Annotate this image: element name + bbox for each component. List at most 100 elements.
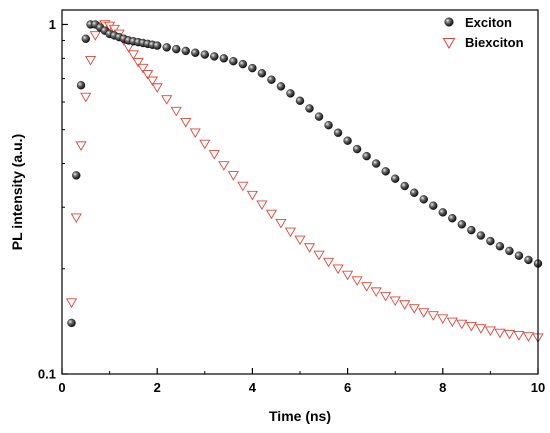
- biexciton-point: [127, 50, 139, 60]
- exciton-point: [305, 104, 314, 113]
- exciton-point: [495, 242, 505, 251]
- exciton-point: [381, 167, 390, 176]
- exciton-point: [476, 231, 486, 240]
- exciton-point: [72, 171, 81, 180]
- biexciton-point: [65, 298, 78, 308]
- biexciton-point: [161, 95, 173, 105]
- biexciton-point: [294, 235, 306, 246]
- legend-marker-biexciton: [442, 38, 456, 49]
- exciton-point: [200, 50, 209, 59]
- biexciton-point: [389, 296, 401, 307]
- exciton-point: [257, 69, 267, 78]
- biexciton-point: [70, 213, 82, 223]
- x-tick-label: 10: [531, 380, 545, 395]
- biexciton-point: [418, 308, 430, 318]
- exciton-point: [448, 214, 457, 223]
- legend: Exciton Biexciton: [442, 15, 524, 50]
- x-tick-label: 6: [344, 380, 351, 395]
- exciton-point: [238, 59, 248, 69]
- exciton-point: [286, 89, 295, 98]
- exciton-point: [162, 43, 171, 52]
- x-tick-label: 0: [58, 380, 65, 395]
- exciton-point: [81, 34, 90, 43]
- exciton-point: [400, 181, 409, 191]
- x-axis-title: Time (ns): [269, 408, 331, 424]
- biexciton-point: [361, 282, 373, 292]
- biexciton-point: [189, 128, 201, 139]
- biexciton-point: [437, 314, 449, 324]
- exciton-point: [371, 159, 381, 168]
- biexciton-point: [199, 139, 211, 150]
- biexciton-point: [513, 331, 525, 341]
- biexciton-point: [503, 329, 516, 340]
- x-tick-label: 2: [154, 380, 161, 395]
- biexciton-point: [75, 141, 87, 151]
- y-axis-title: PL intensity (a.u.): [9, 134, 25, 250]
- legend-label-biexciton: Biexciton: [465, 35, 524, 50]
- exciton-point: [67, 318, 76, 328]
- biexciton-point: [456, 319, 468, 330]
- exciton-point: [514, 251, 524, 260]
- biexciton-point: [332, 264, 344, 275]
- biexciton-point: [303, 243, 316, 253]
- biexciton-point: [108, 24, 120, 35]
- exciton-point: [248, 63, 257, 73]
- biexciton-point: [170, 106, 182, 117]
- biexciton-point: [342, 270, 354, 281]
- exciton-point: [295, 96, 305, 105]
- series-exciton: [67, 20, 543, 328]
- x-tick-label: 8: [439, 380, 446, 395]
- exciton-point: [524, 255, 533, 265]
- x-tick-label: 4: [249, 380, 257, 395]
- biexciton-point: [132, 57, 144, 68]
- data-series-layer: [65, 20, 544, 344]
- biexciton-point: [494, 328, 506, 339]
- biexciton-point: [380, 291, 392, 302]
- biexciton-point: [146, 76, 159, 87]
- exciton-point: [276, 82, 286, 91]
- biexciton-point: [427, 311, 439, 321]
- exciton-point: [210, 52, 219, 61]
- y-tick-label: 1: [49, 17, 56, 32]
- exciton-point: [457, 220, 467, 229]
- axes: 0 2 4 6 8 10 0.1 1: [38, 17, 545, 395]
- biexciton-point: [180, 118, 192, 128]
- biexciton-point: [465, 321, 477, 332]
- exciton-point: [153, 41, 162, 50]
- biexciton-point: [484, 326, 496, 337]
- exciton-point: [505, 246, 514, 256]
- biexciton-point: [399, 300, 411, 310]
- exciton-point: [172, 44, 181, 54]
- biexciton-point: [151, 83, 163, 93]
- exciton-point: [438, 208, 447, 217]
- exciton-point: [410, 188, 419, 197]
- biexciton-point: [265, 209, 278, 220]
- exciton-point: [391, 174, 400, 183]
- y-tick-label: 0.1: [38, 367, 56, 382]
- exciton-point: [419, 195, 428, 204]
- biexciton-point: [208, 150, 220, 160]
- biexciton-point: [256, 200, 268, 211]
- biexciton-point: [275, 218, 287, 229]
- biexciton-point: [142, 70, 154, 80]
- biexciton-point: [80, 92, 92, 103]
- biexciton-point: [218, 161, 230, 171]
- exciton-point: [267, 75, 276, 84]
- biexciton-point: [227, 171, 239, 181]
- exciton-point: [486, 236, 495, 246]
- biexciton-point: [446, 317, 458, 328]
- legend-label-exciton: Exciton: [465, 15, 512, 30]
- exciton-point: [429, 201, 438, 210]
- biexciton-point: [370, 287, 382, 297]
- exciton-point: [229, 57, 238, 66]
- exciton-point: [191, 48, 200, 57]
- biexciton-point: [322, 257, 335, 268]
- biexciton-point: [351, 276, 363, 286]
- biexciton-point: [84, 56, 97, 66]
- exciton-point: [467, 225, 476, 235]
- exciton-point: [333, 128, 343, 137]
- exciton-point: [352, 144, 362, 154]
- biexciton-point: [522, 332, 535, 342]
- exciton-point: [76, 81, 86, 90]
